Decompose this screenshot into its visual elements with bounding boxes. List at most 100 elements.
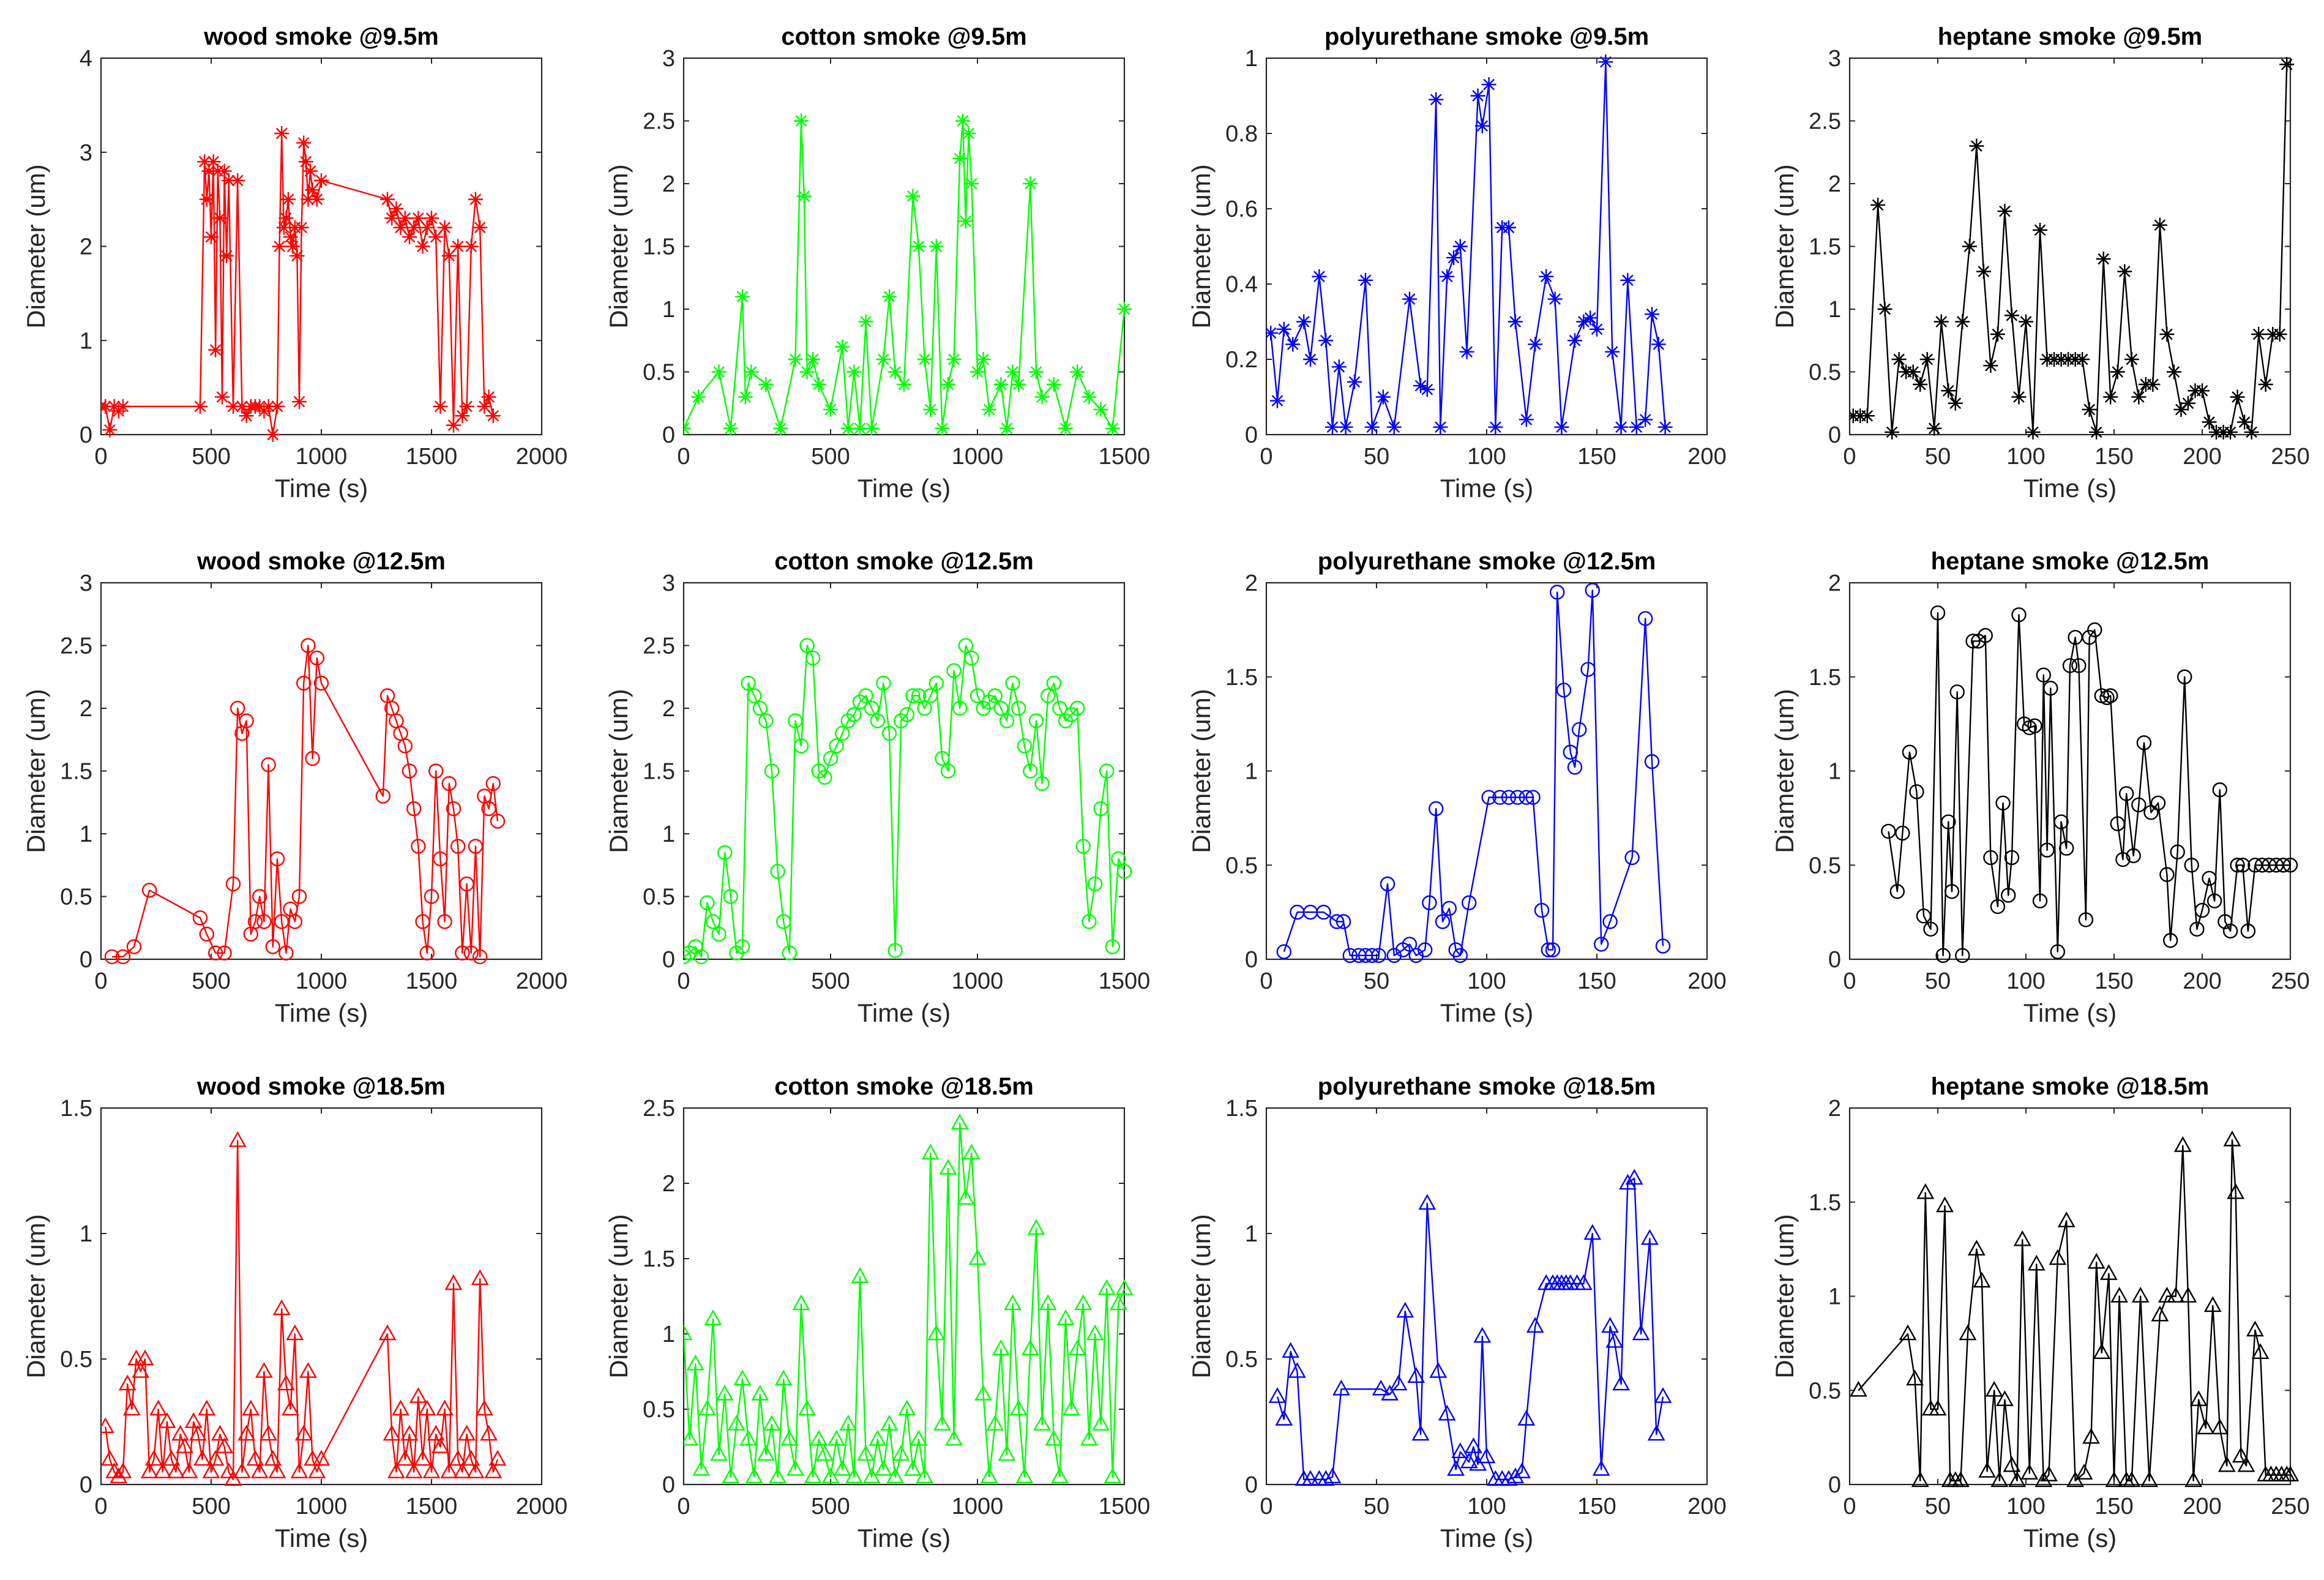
- data-point: [798, 1399, 816, 1416]
- data-point: [887, 364, 903, 380]
- y-tick-label: 0.5: [60, 1347, 92, 1372]
- data-point: [1625, 1169, 1643, 1185]
- data-point: [704, 1309, 722, 1325]
- data-point: [1276, 944, 1292, 959]
- data-point: [1058, 421, 1073, 436]
- data-point: [278, 211, 294, 226]
- data-point: [296, 675, 312, 691]
- data-point: [684, 949, 692, 965]
- data-point: [1967, 1240, 1986, 1256]
- data-point: [2025, 424, 2041, 440]
- y-tick-label: 0: [1828, 422, 1841, 448]
- data-point: [123, 1399, 141, 1416]
- data-point: [2159, 327, 2175, 342]
- x-tick-label: 1500: [406, 1494, 458, 1519]
- data-point: [211, 1425, 229, 1441]
- y-tick-label: 3: [1828, 46, 1841, 72]
- data-point: [1015, 1467, 1034, 1484]
- data-point: [999, 713, 1015, 728]
- data-point: [976, 352, 991, 367]
- data-point: [1092, 1415, 1110, 1431]
- data-point: [2087, 1252, 2105, 1269]
- data-point: [458, 1425, 476, 1441]
- data-point: [484, 1462, 503, 1478]
- data-point: [446, 417, 461, 433]
- data-point: [2189, 1390, 2208, 1406]
- data-point: [764, 763, 780, 779]
- y-tick-label: 2: [662, 171, 675, 197]
- y-tick-label: 2: [80, 696, 92, 722]
- data-point: [2004, 850, 2020, 866]
- x-tick-label: 2000: [516, 968, 568, 994]
- data-point: [455, 408, 470, 424]
- data-point: [1632, 1324, 1650, 1341]
- data-point: [1657, 419, 1673, 435]
- data-point: [1906, 1369, 1924, 1386]
- data-point: [378, 1324, 397, 1341]
- data-point: [829, 738, 844, 754]
- data-point: [2066, 1471, 2085, 1488]
- y-tick-label: 2: [80, 234, 92, 260]
- x-tick-label: 200: [2183, 1494, 2221, 1519]
- series-line: [1283, 590, 1664, 957]
- data-point: [2176, 669, 2192, 684]
- data-point: [1461, 895, 1477, 910]
- data-point: [2195, 383, 2210, 399]
- data-point: [256, 914, 272, 929]
- data-point: [2244, 424, 2259, 440]
- data-point: [1045, 1429, 1063, 1446]
- data-point: [2167, 1287, 2185, 1303]
- data-point: [309, 192, 324, 207]
- data-point: [162, 1450, 181, 1466]
- data-point: [1386, 419, 1402, 435]
- data-point: [1978, 1462, 1997, 1478]
- data-point: [1996, 1390, 2014, 1406]
- y-tick-label: 1: [1828, 1284, 1841, 1310]
- data-point: [1583, 310, 1598, 326]
- data-point: [882, 289, 897, 304]
- x-tick-label: 0: [1843, 968, 1856, 994]
- data-point: [758, 377, 774, 392]
- x-tick-label: 150: [2094, 1494, 2133, 1519]
- data-point: [2227, 1183, 2245, 1199]
- data-point: [940, 763, 956, 779]
- data-point: [2166, 364, 2181, 380]
- data-point: [1063, 1399, 1080, 1416]
- data-point: [887, 943, 903, 958]
- data-point: [1288, 1362, 1306, 1378]
- data-point: [805, 352, 821, 367]
- data-point: [383, 1425, 401, 1441]
- x-tick-label: 0: [677, 968, 690, 994]
- data-point: [958, 214, 973, 229]
- data-point: [485, 776, 501, 792]
- data-point: [1396, 1301, 1414, 1318]
- y-tick-label: 0: [80, 422, 92, 448]
- x-tick-label: 50: [1925, 1494, 1951, 1519]
- data-point: [411, 211, 426, 226]
- data-point: [1850, 1380, 1867, 1397]
- data-point: [816, 1445, 834, 1461]
- data-point: [1602, 914, 1618, 929]
- data-point: [1056, 1309, 1075, 1325]
- data-point: [1919, 352, 1935, 367]
- subplot-11: 0 50 100 150 200 0 0.5 1 1.5 polyurethane smoke @…: [1187, 1073, 1727, 1552]
- data-point: [1097, 1279, 1116, 1295]
- x-tick-label: 500: [192, 1494, 230, 1519]
- data-point: [788, 352, 803, 367]
- data-point: [1590, 321, 1604, 337]
- data-point: [1276, 321, 1291, 337]
- data-point: [897, 377, 911, 392]
- data-point: [468, 192, 483, 207]
- data-point: [1959, 1324, 1977, 1341]
- data-point: [212, 211, 228, 226]
- data-point: [2103, 688, 2118, 703]
- x-tick-label: 50: [1364, 444, 1389, 470]
- data-point: [294, 1425, 313, 1441]
- data-point: [230, 700, 245, 716]
- data-point: [1995, 795, 2011, 811]
- data-point: [455, 945, 470, 960]
- data-point: [1285, 337, 1301, 352]
- data-point: [2075, 1464, 2093, 1480]
- data-point: [1563, 744, 1579, 760]
- data-point: [2151, 1305, 2169, 1322]
